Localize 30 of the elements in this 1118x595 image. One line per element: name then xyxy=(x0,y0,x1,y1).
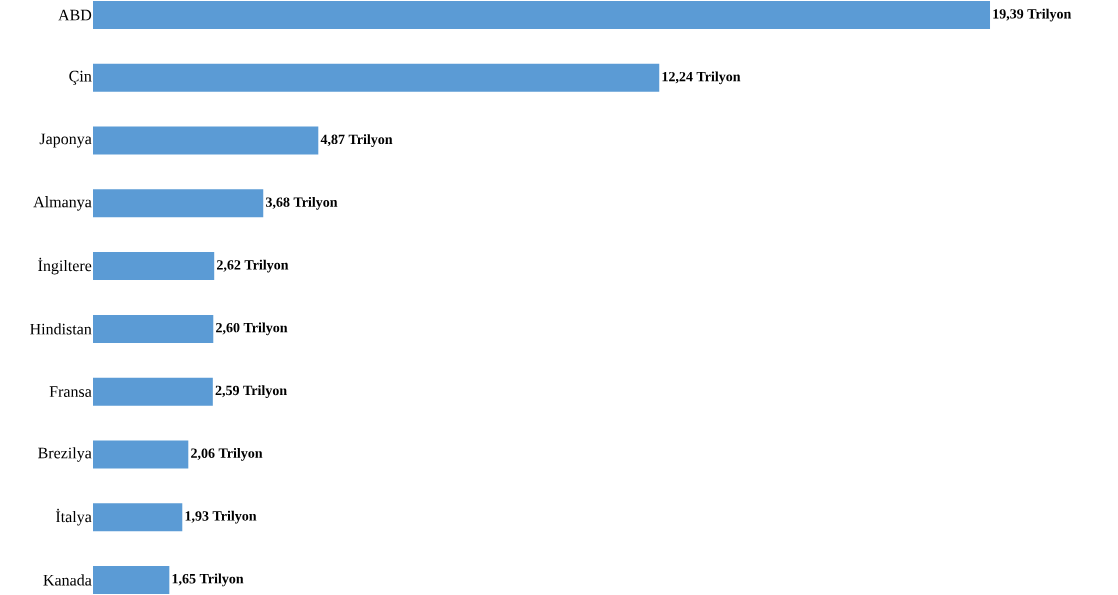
y-tick-label: Brezilya xyxy=(38,447,92,462)
bar xyxy=(93,189,264,218)
data-label: 19,39 Trilyon xyxy=(993,8,1072,22)
y-tick-label: Fransa xyxy=(49,386,92,397)
data-label: 12,24 Trilyon xyxy=(662,71,741,85)
bar xyxy=(93,565,170,594)
bar xyxy=(93,314,214,343)
data-label: 1,93 Trilyon xyxy=(185,510,257,524)
data-label: 3,68 Trilyon xyxy=(265,196,338,210)
bar xyxy=(93,440,189,469)
y-tick-label: Japonya xyxy=(39,133,92,148)
y-tick-label: İtalya xyxy=(55,508,92,526)
bar xyxy=(93,503,183,532)
y-tick-label: Hindistan xyxy=(30,323,92,335)
y-tick-label: Kanada xyxy=(43,574,92,586)
bar xyxy=(93,126,319,155)
bar xyxy=(93,63,660,92)
data-label: 2,59 Trilyon xyxy=(215,385,287,399)
bar xyxy=(93,1,991,30)
data-label: 2,60 Trilyon xyxy=(216,322,288,336)
bar xyxy=(93,252,215,281)
y-tick-label: İngiltere xyxy=(38,257,92,275)
y-tick-label: ABD xyxy=(58,9,92,21)
data-label: 2,06 Trilyon xyxy=(191,448,263,461)
data-label: 1,65 Trilyon xyxy=(172,573,244,587)
bar xyxy=(93,377,213,406)
y-tick-label: Çin xyxy=(69,70,92,85)
data-label: 2,62 Trilyon xyxy=(216,259,289,273)
data-label: 4,87 Trilyon xyxy=(320,134,393,147)
y-tick-label: Almanya xyxy=(33,196,92,211)
